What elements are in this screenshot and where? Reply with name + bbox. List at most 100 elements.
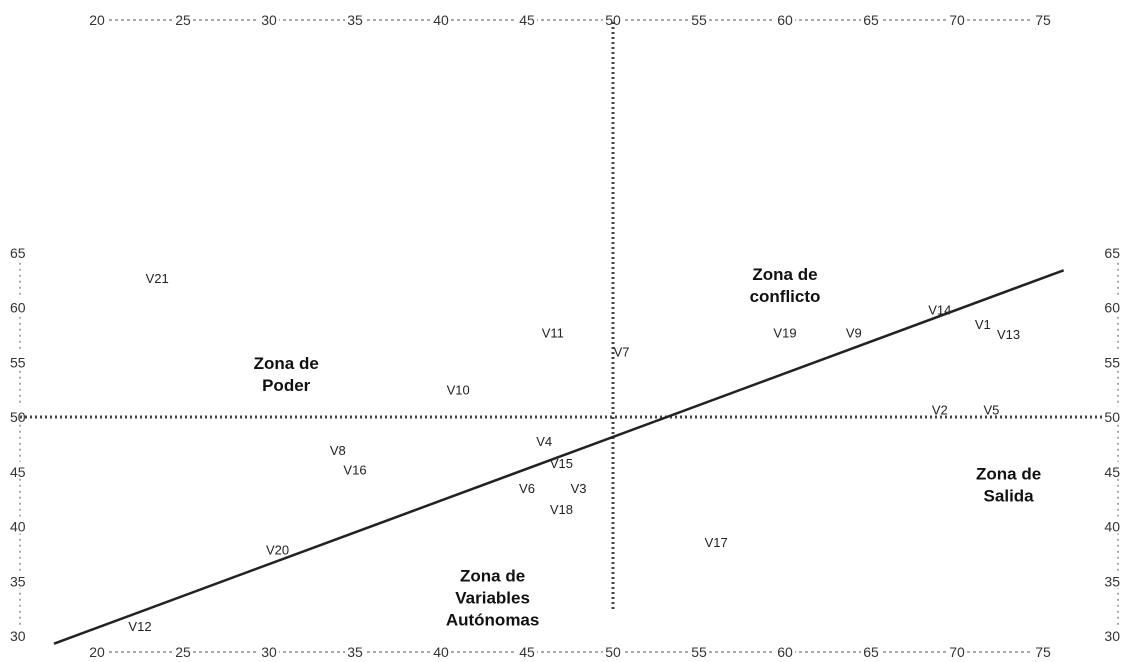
zona-de-variables-autonomas-line: Autónomas (446, 610, 540, 629)
zona-de-salida-line: Zona de (976, 464, 1041, 483)
point-label-v2: V2 (932, 402, 948, 417)
bottom-x-tick-label: 50 (605, 644, 621, 660)
left-y-tick-bg (8, 352, 34, 370)
point-label-v5: V5 (983, 402, 999, 417)
top-x-tick-bg (259, 11, 279, 28)
zona-de-variables-autonomas-line: Variables (455, 588, 530, 607)
top-x-tick-label: 30 (261, 12, 277, 28)
top-x-tick-bg (861, 11, 881, 28)
bottom-x-tick-label: 65 (863, 644, 879, 660)
zona-de-poder-line: Zona de (254, 354, 319, 373)
right-y-tick-label: 40 (1104, 519, 1120, 535)
left-y-tick-bg (8, 571, 34, 589)
zona-de-conflicto-label: Zona de conflicto (750, 265, 821, 306)
left-y-tick-label: 55 (10, 354, 26, 370)
top-x-tick-bg (603, 11, 623, 28)
top-x-tick-label: 55 (691, 12, 707, 28)
right-y-tick-bg (1094, 461, 1120, 479)
top-x-tick-label: 50 (605, 12, 621, 28)
right-y-tick-bg (1094, 516, 1120, 534)
left-y-tick-bg (8, 297, 34, 315)
top-x-tick-bg (173, 11, 193, 28)
point-label-v18: V18 (550, 502, 573, 517)
bottom-x-tick-bg (259, 643, 279, 660)
left-y-tick-bg (8, 516, 34, 534)
top-x-tick-bg (345, 11, 365, 28)
bottom-x-tick-bg (775, 643, 795, 660)
zona-de-variables-autonomas-label: Zona de Variables Autónomas (446, 566, 540, 629)
left-y-tick-label: 45 (10, 464, 26, 480)
top-x-tick-label: 25 (175, 12, 191, 28)
left-y-tick-label: 40 (10, 519, 26, 535)
point-label-v6: V6 (519, 481, 535, 496)
top-x-tick-label: 35 (347, 12, 363, 28)
top-x-tick-bg (689, 11, 709, 28)
bottom-x-tick-bg (345, 643, 365, 660)
bottom-x-tick-bg (87, 643, 107, 660)
point-label-v7: V7 (614, 344, 630, 359)
top-x-tick-label: 65 (863, 12, 879, 28)
bottom-x-tick-bg (431, 643, 451, 660)
bottom-x-tick-label: 35 (347, 644, 363, 660)
left-y-tick-label: 35 (10, 573, 26, 589)
bottom-x-tick-bg (689, 643, 709, 660)
top-x-tick-bg (1033, 11, 1053, 28)
right-y-tick-bg (1094, 407, 1120, 424)
top-x-tick-bg (947, 11, 967, 28)
right-y-tick-label: 30 (1104, 628, 1120, 644)
bottom-x-tick-label: 60 (777, 644, 793, 660)
right-y-tick-label: 60 (1104, 300, 1120, 316)
top-x-tick-bg (775, 11, 795, 28)
bottom-x-tick-bg (1033, 643, 1053, 660)
zona-de-salida-label: Zona de Salida (976, 464, 1041, 505)
points-layer: V21 V11 V7 V10 V19 V9 V14 V1 V13 V2 V5 V4 V8 V15 V16 V6… (128, 271, 1020, 634)
point-label-v1: V1 (975, 317, 991, 332)
bottom-x-tick-bg (517, 643, 537, 660)
right-y-tick-bg (1094, 626, 1120, 643)
point-label-v8: V8 (330, 443, 346, 458)
bottom-x-tick-label: 20 (89, 644, 105, 660)
top-x-tick-label: 70 (949, 12, 965, 28)
right-y-tick-label: 35 (1104, 573, 1120, 589)
top-x-tick-label: 60 (777, 12, 793, 28)
point-label-v4: V4 (536, 434, 552, 449)
point-label-v14: V14 (928, 303, 951, 318)
right-y-tick-bg (1094, 242, 1120, 260)
right-y-tick-bg (1094, 352, 1120, 370)
point-label-v15: V15 (550, 456, 573, 471)
point-label-v10: V10 (447, 383, 470, 398)
bottom-x-tick-label: 55 (691, 644, 707, 660)
point-label-v3: V3 (571, 481, 587, 496)
top-x-tick-label: 20 (89, 12, 105, 28)
top-x-tick-label: 75 (1035, 12, 1051, 28)
right-y-tick-label: 55 (1104, 354, 1120, 370)
left-y-tick-bg (8, 461, 34, 479)
bottom-x-tick-label: 45 (519, 644, 535, 660)
bottom-x-tick-label: 70 (949, 644, 965, 660)
bottom-x-tick-label: 40 (433, 644, 449, 660)
bottom-x-tick-label: 75 (1035, 644, 1051, 660)
point-label-v9: V9 (846, 326, 862, 341)
point-label-v13: V13 (997, 327, 1020, 342)
bottom-x-tick-bg (947, 643, 967, 660)
point-label-v19: V19 (773, 326, 796, 341)
point-label-v21: V21 (146, 271, 169, 286)
zona-de-poder-line: Poder (262, 376, 311, 395)
bottom-x-tick-bg (603, 643, 623, 660)
left-y-tick-label: 30 (10, 628, 26, 644)
right-y-tick-label: 50 (1104, 409, 1120, 425)
right-y-tick-label: 65 (1104, 245, 1120, 261)
zona-de-variables-autonomas-line: Zona de (460, 566, 525, 585)
zona-de-salida-line: Salida (984, 486, 1035, 505)
point-label-v12: V12 (128, 619, 151, 634)
left-y-tick-label: 50 (10, 409, 26, 425)
diagonal-line (53, 269, 1065, 645)
point-label-v16: V16 (343, 463, 366, 478)
axes-layer: 20 25 30 35 40 45 50 55 60 65 70 75 20 25 30 35 40 45 50 55… (8, 11, 1120, 660)
point-label-v20: V20 (266, 542, 289, 557)
left-y-tick-bg (8, 626, 34, 643)
left-y-tick-label: 65 (10, 245, 26, 261)
bottom-x-tick-bg (861, 643, 881, 660)
top-x-tick-bg (517, 11, 537, 28)
